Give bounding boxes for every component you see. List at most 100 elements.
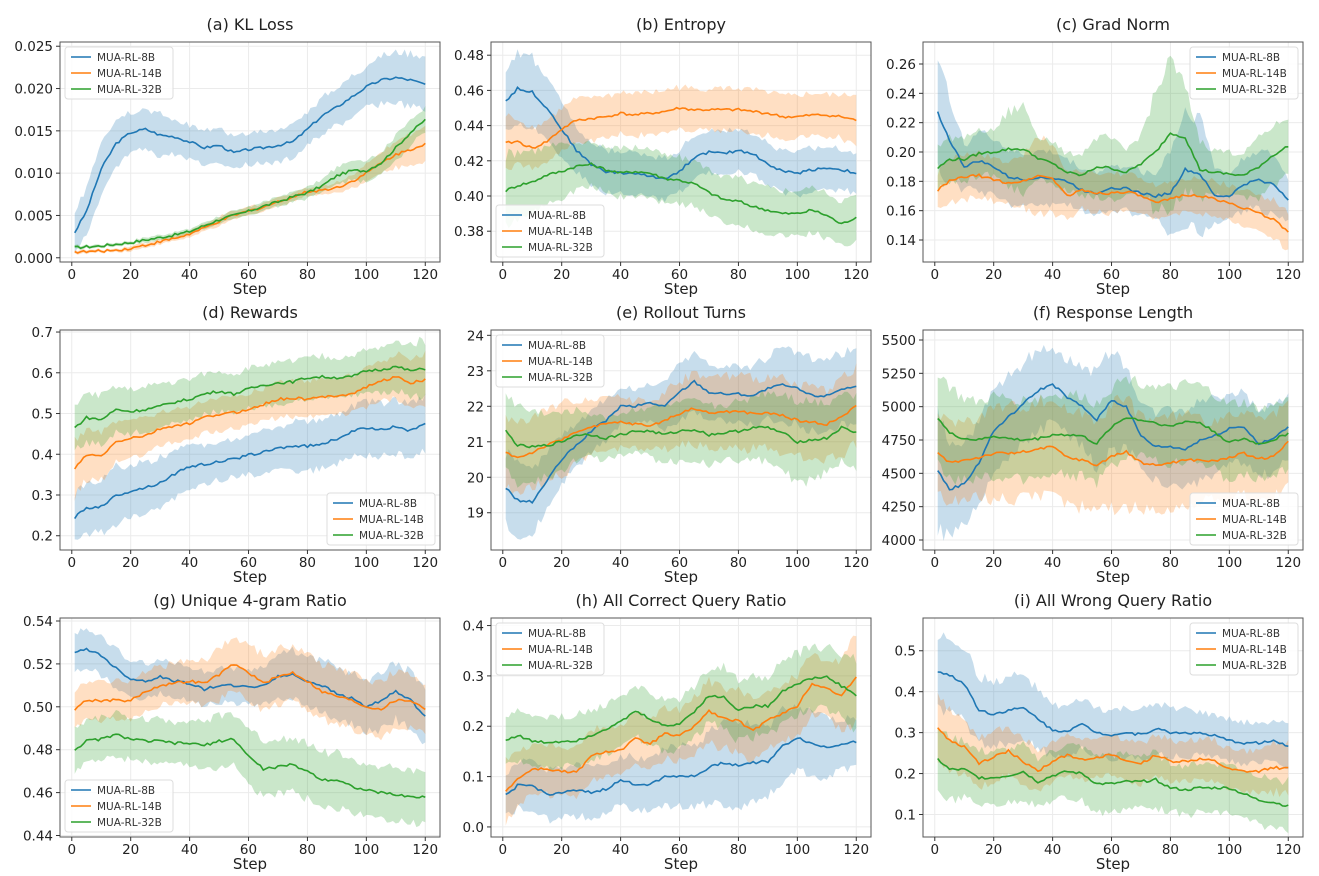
x-tick-label: 20 bbox=[122, 842, 139, 858]
x-axis-label: Step bbox=[233, 568, 267, 586]
series-line-mua-rl-32b bbox=[937, 758, 1289, 808]
legend-label: MUA-RL-32B bbox=[1222, 84, 1287, 96]
x-axis-label: Step bbox=[664, 568, 698, 586]
subplot-h: 0 20 40 60 80 100 120 0.0 0.1 0.2 0.3 0.4 (h) All Co… bbox=[463, 591, 872, 873]
legend: MUA-RL-8B MUA-RL-14B MUA-RL-32B bbox=[1189, 622, 1299, 676]
y-tick-label: 0.48 bbox=[454, 48, 484, 64]
y-tick-label: 0.14 bbox=[886, 233, 916, 249]
band-mua-rl-8b bbox=[937, 345, 1289, 541]
series-line-mua-rl-32b bbox=[74, 118, 426, 250]
legend-label: MUA-RL-14B bbox=[528, 356, 593, 368]
y-tick-label: 0.50 bbox=[23, 700, 53, 716]
x-tick-label: 20 bbox=[122, 555, 139, 571]
x-tick-label: 80 bbox=[299, 842, 316, 858]
x-tick-label: 80 bbox=[730, 842, 747, 858]
x-tick-label: 60 bbox=[671, 555, 688, 571]
series-line-mua-rl-8b bbox=[937, 383, 1289, 491]
legend-label: MUA-RL-8B bbox=[1222, 628, 1280, 640]
legend-box bbox=[64, 46, 174, 100]
legend-label: MUA-RL-32B bbox=[1222, 660, 1287, 672]
y-tick-label: 4000 bbox=[882, 533, 916, 549]
y-tick-label: 5250 bbox=[882, 366, 916, 382]
band-mua-rl-32b bbox=[74, 710, 426, 828]
subplot-title: (g) Unique 4-gram Ratio bbox=[153, 591, 347, 610]
x-tick-label: 20 bbox=[985, 555, 1002, 571]
x-tick-label: 0 bbox=[930, 842, 939, 858]
y-tick-label: 4750 bbox=[882, 433, 916, 449]
x-tick-label: 80 bbox=[730, 555, 747, 571]
band-mua-rl-14b bbox=[505, 363, 857, 495]
x-tick-label: 60 bbox=[671, 842, 688, 858]
legend-box bbox=[495, 204, 605, 258]
y-tick-label: 0.1 bbox=[895, 807, 916, 823]
band-mua-rl-8b bbox=[505, 346, 857, 540]
subplot-title: (i) All Wrong Query Ratio bbox=[1014, 591, 1212, 610]
series-line-mua-rl-14b bbox=[937, 727, 1289, 774]
series-line-mua-rl-8b bbox=[936, 111, 1289, 201]
legend-label: MUA-RL-32B bbox=[1222, 530, 1287, 542]
y-tick-label: 4500 bbox=[882, 466, 916, 482]
x-tick-label: 120 bbox=[412, 842, 438, 858]
legend-box bbox=[1189, 46, 1299, 100]
axes-frame bbox=[490, 617, 872, 838]
x-tick-label: 0 bbox=[498, 842, 507, 858]
series-line-mua-rl-8b bbox=[74, 422, 426, 520]
y-tick-label: 0.52 bbox=[23, 657, 53, 673]
legend-label: MUA-RL-8B bbox=[97, 52, 155, 64]
y-tick-label: 0.2 bbox=[32, 529, 53, 545]
subplot-title: (a) KL Loss bbox=[207, 15, 294, 34]
subplot-title: (c) Grad Norm bbox=[1056, 15, 1170, 34]
x-tick-label: 120 bbox=[412, 555, 438, 571]
band-mua-rl-32b bbox=[937, 727, 1289, 834]
subplot-f: 0 20 40 60 80 100 120 4000 4250 4500 4750 5000 5250 5… bbox=[882, 303, 1304, 586]
x-tick-label: 40 bbox=[1044, 555, 1061, 571]
series-line-mua-rl-14b bbox=[74, 664, 426, 711]
series-line-mua-rl-32b bbox=[505, 162, 857, 225]
legend-label: MUA-RL-8B bbox=[97, 785, 155, 797]
legend-label: MUA-RL-8B bbox=[359, 498, 417, 510]
y-tick-label: 0.2 bbox=[895, 767, 916, 783]
band-mua-rl-32b bbox=[74, 106, 426, 251]
legend-label: MUA-RL-32B bbox=[528, 660, 593, 672]
legend-label: MUA-RL-14B bbox=[97, 68, 162, 80]
x-tick-label: 20 bbox=[985, 267, 1002, 283]
x-tick-label: 0 bbox=[498, 267, 507, 283]
series-line-mua-rl-32b bbox=[937, 417, 1289, 445]
x-tick-label: 80 bbox=[1162, 555, 1179, 571]
x-tick-label: 40 bbox=[181, 842, 198, 858]
x-axis-label: Step bbox=[664, 855, 698, 873]
legend: MUA-RL-8B MUA-RL-14B MUA-RL-32B bbox=[64, 46, 174, 100]
y-tick-label: 0.44 bbox=[23, 828, 53, 844]
subplot-c: 0 20 40 60 80 100 120 0.14 0.16 0.18 0.20 0.22 0.24 0… bbox=[886, 15, 1304, 298]
x-tick-label: 100 bbox=[784, 842, 810, 858]
x-tick-label: 100 bbox=[1216, 842, 1242, 858]
x-tick-label: 60 bbox=[1103, 842, 1120, 858]
series-line-mua-rl-8b bbox=[505, 85, 857, 180]
y-tick-label: 0.6 bbox=[32, 366, 53, 382]
series-line-mua-rl-8b bbox=[505, 737, 857, 796]
y-tick-label: 0.40 bbox=[454, 189, 484, 205]
x-tick-label: 0 bbox=[67, 842, 76, 858]
band-mua-rl-8b bbox=[74, 393, 426, 540]
x-tick-label: 100 bbox=[784, 555, 810, 571]
series-line-mua-rl-32b bbox=[74, 733, 426, 799]
x-tick-label: 20 bbox=[553, 842, 570, 858]
legend-label: MUA-RL-8B bbox=[1222, 52, 1280, 64]
x-tick-label: 60 bbox=[1103, 555, 1120, 571]
x-tick-label: 40 bbox=[612, 555, 629, 571]
legend: MUA-RL-8B MUA-RL-14B MUA-RL-32B bbox=[1189, 492, 1299, 546]
x-tick-label: 0 bbox=[498, 555, 507, 571]
x-tick-label: 0 bbox=[67, 267, 76, 283]
x-tick-label: 120 bbox=[843, 842, 869, 858]
x-tick-label: 80 bbox=[730, 267, 747, 283]
legend: MUA-RL-8B MUA-RL-14B MUA-RL-32B bbox=[1189, 46, 1299, 100]
subplot-title: (d) Rewards bbox=[202, 303, 298, 322]
legend: MUA-RL-8B MUA-RL-14B MUA-RL-32B bbox=[326, 492, 436, 546]
band-mua-rl-32b bbox=[505, 140, 857, 247]
legend-label: MUA-RL-32B bbox=[97, 817, 162, 829]
series-line-mua-rl-8b bbox=[937, 671, 1289, 747]
y-tick-label: 0.3 bbox=[895, 726, 916, 742]
y-tick-label: 0.42 bbox=[454, 154, 484, 170]
legend: MUA-RL-8B MUA-RL-14B MUA-RL-32B bbox=[495, 334, 605, 388]
axes-frame bbox=[922, 617, 1304, 838]
